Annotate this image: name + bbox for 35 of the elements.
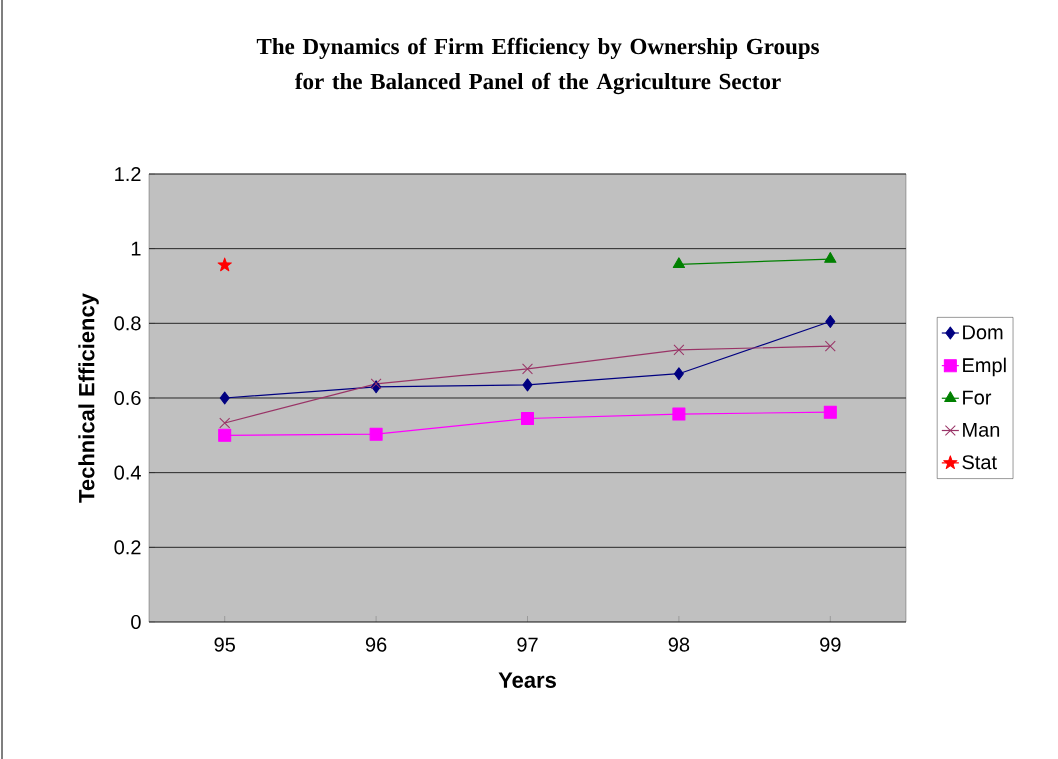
- x-tick-label: 95: [214, 637, 235, 652]
- legend-label: Dom: [963, 325, 1003, 340]
- x-tick-label: 99: [820, 637, 841, 652]
- x-tick-label: 97: [517, 637, 538, 652]
- legend-label: Empl: [963, 357, 1006, 377]
- point: [369, 427, 383, 441]
- point: [824, 340, 836, 352]
- y-tick-label: 1: [131, 241, 141, 256]
- legend-label: For: [963, 390, 992, 405]
- x-axis-title: Years: [498, 672, 556, 688]
- point: [823, 405, 837, 419]
- x-tick-label: 98: [668, 637, 690, 652]
- point: [522, 363, 533, 375]
- point: [521, 412, 534, 426]
- y-axis-title: Technical Efficiency: [78, 293, 99, 503]
- y-tick-label: 1.2: [115, 167, 141, 181]
- legend-label: Man: [963, 422, 1000, 437]
- point: [219, 391, 230, 405]
- y-tick-label: 0.2: [114, 540, 141, 555]
- x-tick-label: 96: [365, 637, 387, 652]
- point: [217, 257, 232, 272]
- point: [370, 378, 382, 390]
- point: [673, 367, 684, 381]
- point: [218, 428, 232, 442]
- point: [672, 407, 686, 421]
- point: [219, 417, 231, 429]
- legend-label: Stat: [962, 455, 997, 470]
- y-tick-label: 0.6: [114, 390, 141, 406]
- chart-title: The Dynamics of Firm Efficiency by Ownership Groups for the Balanced Panel of the Agriculture Sector: [256, 37, 820, 95]
- point: [673, 344, 685, 356]
- y-tick-label: 0: [131, 614, 141, 630]
- point: [522, 378, 533, 392]
- y-tick-label: 0.4: [114, 465, 141, 480]
- y-tick-label: 0.8: [114, 316, 141, 331]
- point: [825, 314, 836, 328]
